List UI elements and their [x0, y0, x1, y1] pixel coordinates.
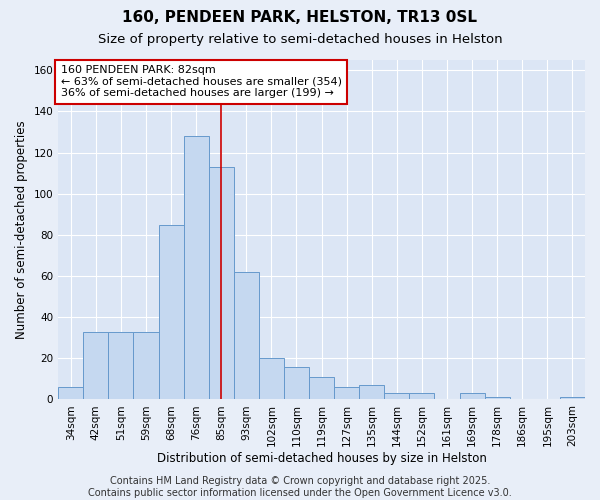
Bar [560, 398, 585, 400]
Text: Contains HM Land Registry data © Crown copyright and database right 2025.
Contai: Contains HM Land Registry data © Crown c… [88, 476, 512, 498]
Bar [109, 332, 133, 400]
Bar [133, 332, 158, 400]
Bar [334, 387, 359, 400]
Bar [184, 136, 209, 400]
Bar [359, 385, 385, 400]
Bar [234, 272, 259, 400]
Text: 160, PENDEEN PARK, HELSTON, TR13 0SL: 160, PENDEEN PARK, HELSTON, TR13 0SL [122, 10, 478, 25]
Bar [385, 394, 409, 400]
Y-axis label: Number of semi-detached properties: Number of semi-detached properties [15, 120, 28, 339]
Bar [309, 377, 334, 400]
Text: 160 PENDEEN PARK: 82sqm
← 63% of semi-detached houses are smaller (354)
36% of s: 160 PENDEEN PARK: 82sqm ← 63% of semi-de… [61, 65, 342, 98]
Bar [485, 398, 510, 400]
Bar [460, 394, 485, 400]
Bar [409, 394, 434, 400]
X-axis label: Distribution of semi-detached houses by size in Helston: Distribution of semi-detached houses by … [157, 452, 487, 465]
Bar [259, 358, 284, 400]
Bar [83, 332, 109, 400]
Bar [158, 224, 184, 400]
Bar [284, 366, 309, 400]
Text: Size of property relative to semi-detached houses in Helston: Size of property relative to semi-detach… [98, 32, 502, 46]
Bar [209, 167, 234, 400]
Bar [58, 387, 83, 400]
